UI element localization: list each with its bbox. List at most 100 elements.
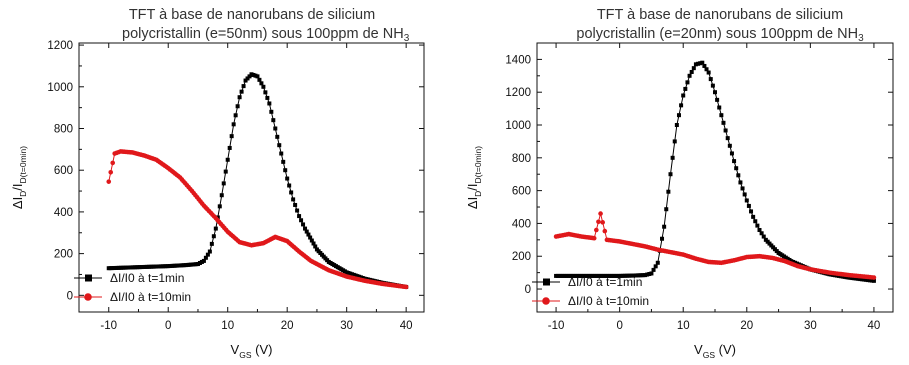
data-point <box>755 223 760 228</box>
data-point <box>696 61 701 66</box>
data-point <box>594 227 599 233</box>
chart-title-line2: polycristallin (e=50nm) sous 100ppm de N… <box>122 26 404 42</box>
data-point <box>106 179 112 184</box>
data-point <box>704 67 709 72</box>
data-point <box>241 84 246 89</box>
data-point <box>749 209 754 214</box>
y-tick-label: 1200 <box>47 40 73 52</box>
data-point <box>304 229 309 234</box>
data-point <box>672 139 677 144</box>
data-point <box>759 231 764 236</box>
data-point <box>235 104 240 109</box>
data-point <box>255 74 260 79</box>
data-point <box>734 166 739 171</box>
data-point <box>287 183 292 188</box>
data-point <box>257 77 262 82</box>
data-point <box>685 80 690 85</box>
x-tick-label: 20 <box>281 320 294 332</box>
data-point <box>744 198 749 203</box>
chart-title: TFT à base de nanorubans de silicium pol… <box>122 6 409 44</box>
data-point <box>700 60 705 65</box>
data-point <box>602 228 608 234</box>
data-point <box>227 145 232 150</box>
data-point <box>295 208 300 213</box>
data-point <box>723 128 728 133</box>
x-axis-label: VGS (V) <box>694 342 736 360</box>
data-point <box>681 93 686 98</box>
x-tick-label: 40 <box>400 320 413 332</box>
data-point <box>213 226 218 231</box>
data-point <box>676 113 681 118</box>
chart-title-line2: polycristallin (e=20nm) sous 100ppm de N… <box>576 26 859 42</box>
y-tick-label: 1000 <box>505 120 531 132</box>
x-tick-label: 30 <box>804 320 817 332</box>
data-point <box>217 204 222 209</box>
y-axis-label: ΔID/ID(t=0min) <box>10 146 28 209</box>
data-point <box>293 202 298 207</box>
chart-title: TFT à base de nanorubans de silicium pol… <box>575 6 865 44</box>
data-point <box>710 83 715 88</box>
data-point <box>301 222 306 227</box>
legend: ΔI/I0 à t=1min ΔI/I0 à t=10min <box>532 275 649 308</box>
data-point <box>687 73 692 78</box>
data-point <box>732 159 737 164</box>
series-line <box>556 62 874 282</box>
data-point <box>736 173 741 178</box>
data-point <box>110 160 116 166</box>
data-point <box>746 203 751 208</box>
x-tick-label: 0 <box>165 320 171 332</box>
y-tick-label: 0 <box>67 290 73 302</box>
data-point <box>403 284 409 290</box>
data-point <box>645 272 650 277</box>
data-point <box>689 69 694 74</box>
data-point <box>761 234 766 239</box>
legend-label: ΔI/I0 à t=1min <box>110 271 184 285</box>
data-point <box>281 159 286 164</box>
data-point <box>245 76 250 81</box>
y-tick-label: 0 <box>525 284 531 296</box>
data-point <box>229 134 234 139</box>
legend-marker <box>543 278 550 286</box>
data-point <box>679 103 684 108</box>
data-point <box>702 63 707 68</box>
data-point <box>259 81 264 86</box>
data-point <box>265 95 270 100</box>
plot-frame <box>78 42 425 313</box>
data-point <box>757 227 762 232</box>
data-point <box>201 258 206 263</box>
data-point <box>233 113 238 118</box>
chart-panel-right: TFT à base de nanorubans de silicium pol… <box>455 0 909 365</box>
data-point <box>311 241 316 246</box>
legend-label: ΔI/I0 à t=10min <box>110 290 191 304</box>
data-point <box>269 109 274 114</box>
data-point <box>871 275 877 280</box>
x-tick-label: -10 <box>100 320 117 332</box>
data-point <box>662 224 667 229</box>
data-point <box>205 252 210 257</box>
data-point <box>643 273 648 278</box>
x-tick-label: 10 <box>221 320 234 332</box>
data-point <box>239 89 244 94</box>
data-point <box>108 169 114 175</box>
y-tick-label: 1200 <box>505 87 531 99</box>
legend-marker <box>542 297 550 305</box>
data-point <box>698 61 703 66</box>
chart-title-subscript: 3 <box>403 33 410 44</box>
series-t1min <box>106 72 409 289</box>
data-point <box>740 186 745 191</box>
data-point <box>247 74 252 79</box>
data-point <box>742 192 747 197</box>
x-tick-label: 40 <box>868 320 881 332</box>
y-tick-label: 600 <box>512 186 531 198</box>
chart-plot-right: -10 0 10 20 30 400200400600800100012001400VGS… <box>465 42 894 360</box>
data-point <box>670 155 675 160</box>
data-point <box>277 143 282 148</box>
y-tick-label: 200 <box>54 249 73 261</box>
y-tick-label: 200 <box>512 251 531 263</box>
data-point <box>753 219 758 224</box>
data-point <box>691 66 696 71</box>
data-point <box>715 97 720 102</box>
data-point <box>261 84 266 89</box>
data-point <box>664 207 669 212</box>
data-point <box>203 255 208 260</box>
